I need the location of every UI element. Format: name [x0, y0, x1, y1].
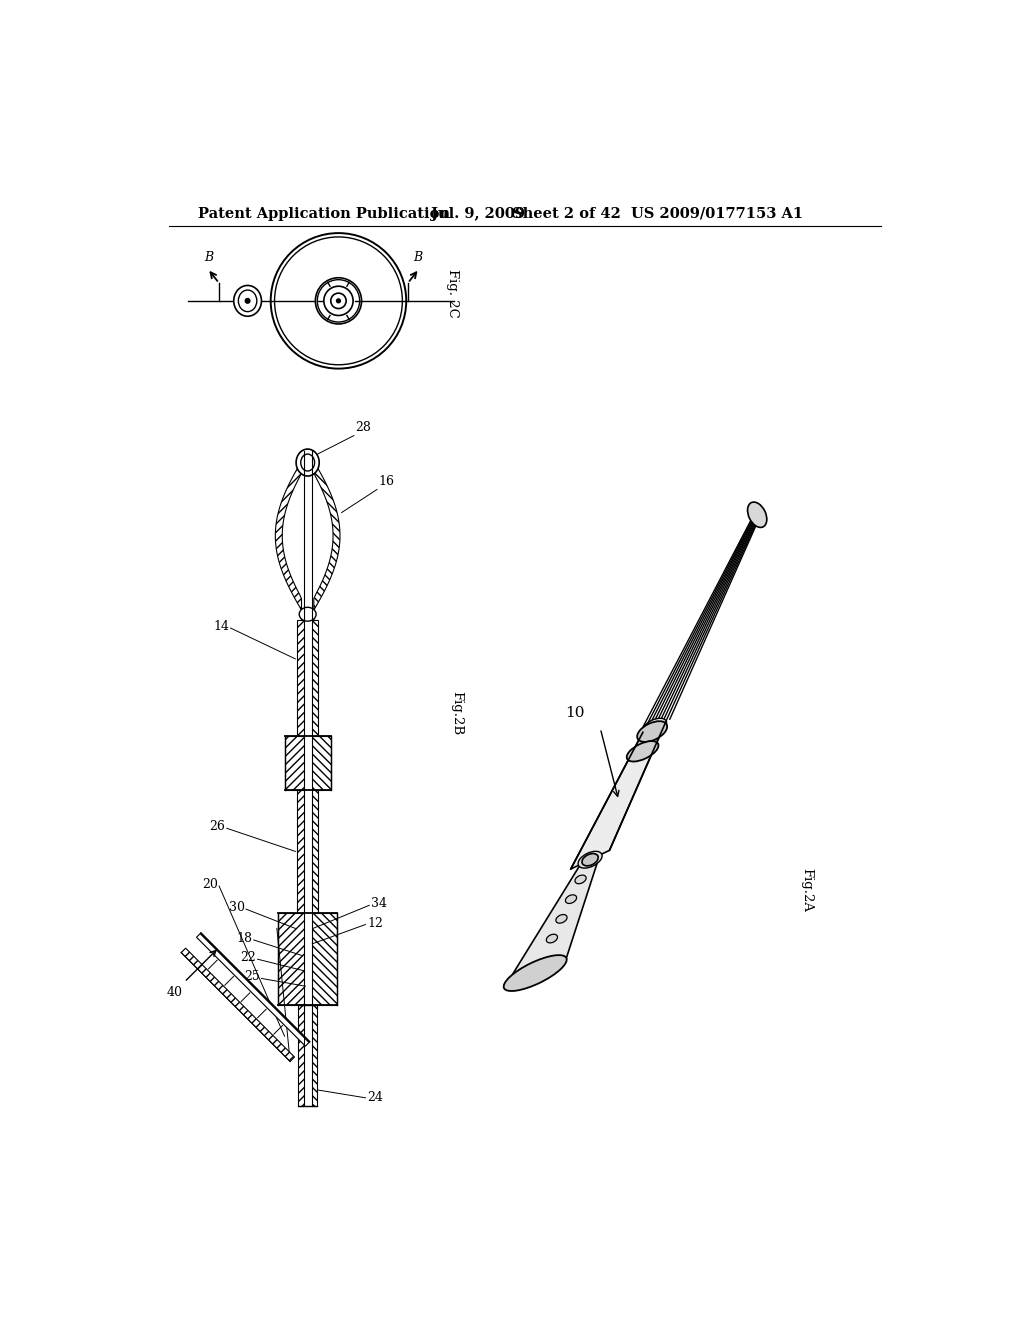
Polygon shape: [311, 1006, 316, 1106]
Polygon shape: [311, 737, 331, 789]
Text: Patent Application Publication: Patent Application Publication: [199, 207, 451, 220]
Ellipse shape: [301, 454, 314, 471]
Polygon shape: [181, 948, 295, 1061]
Ellipse shape: [337, 298, 340, 302]
Ellipse shape: [315, 277, 361, 323]
Polygon shape: [570, 721, 667, 869]
Text: 10: 10: [565, 706, 585, 719]
Ellipse shape: [299, 607, 316, 622]
Text: 34: 34: [371, 898, 387, 911]
Text: B: B: [205, 251, 214, 264]
Ellipse shape: [748, 502, 767, 528]
Polygon shape: [298, 1006, 304, 1106]
Ellipse shape: [637, 721, 668, 742]
Ellipse shape: [565, 895, 577, 903]
Polygon shape: [297, 620, 304, 737]
Text: Fig.2A: Fig.2A: [801, 869, 813, 912]
Text: 30: 30: [228, 902, 245, 915]
Ellipse shape: [556, 915, 567, 923]
Text: 16: 16: [379, 475, 394, 488]
Polygon shape: [311, 913, 337, 1006]
Polygon shape: [311, 620, 318, 737]
Ellipse shape: [331, 293, 346, 309]
Polygon shape: [307, 451, 340, 620]
Ellipse shape: [233, 285, 261, 317]
Ellipse shape: [582, 854, 598, 866]
Polygon shape: [504, 855, 600, 989]
Ellipse shape: [504, 956, 566, 991]
Text: 18: 18: [237, 932, 252, 945]
Ellipse shape: [642, 718, 667, 735]
Polygon shape: [275, 451, 307, 620]
Text: Fig.2B: Fig.2B: [451, 690, 463, 735]
Text: 14: 14: [213, 620, 229, 634]
Ellipse shape: [239, 290, 257, 312]
Text: US 2009/0177153 A1: US 2009/0177153 A1: [631, 207, 803, 220]
Text: Jul. 9, 2009: Jul. 9, 2009: [431, 207, 525, 220]
Polygon shape: [297, 789, 304, 913]
Ellipse shape: [296, 449, 319, 477]
Ellipse shape: [579, 851, 602, 869]
Text: 24: 24: [367, 1092, 383, 1105]
Ellipse shape: [547, 935, 557, 942]
Ellipse shape: [627, 741, 658, 762]
Text: B: B: [414, 251, 422, 264]
Text: 20: 20: [202, 878, 217, 891]
Text: 40: 40: [167, 986, 182, 999]
Ellipse shape: [246, 298, 250, 304]
Text: 28: 28: [355, 421, 372, 434]
Ellipse shape: [574, 875, 586, 884]
Polygon shape: [285, 737, 304, 789]
Polygon shape: [311, 789, 318, 913]
Polygon shape: [279, 913, 304, 1006]
Text: 26: 26: [209, 820, 225, 833]
Text: 22: 22: [241, 952, 256, 964]
Text: 12: 12: [367, 916, 383, 929]
Text: 25: 25: [244, 970, 260, 983]
Text: Sheet 2 of 42: Sheet 2 of 42: [512, 207, 621, 220]
Ellipse shape: [324, 286, 353, 315]
Polygon shape: [197, 933, 310, 1047]
Text: Fig. 2C: Fig. 2C: [446, 269, 459, 318]
